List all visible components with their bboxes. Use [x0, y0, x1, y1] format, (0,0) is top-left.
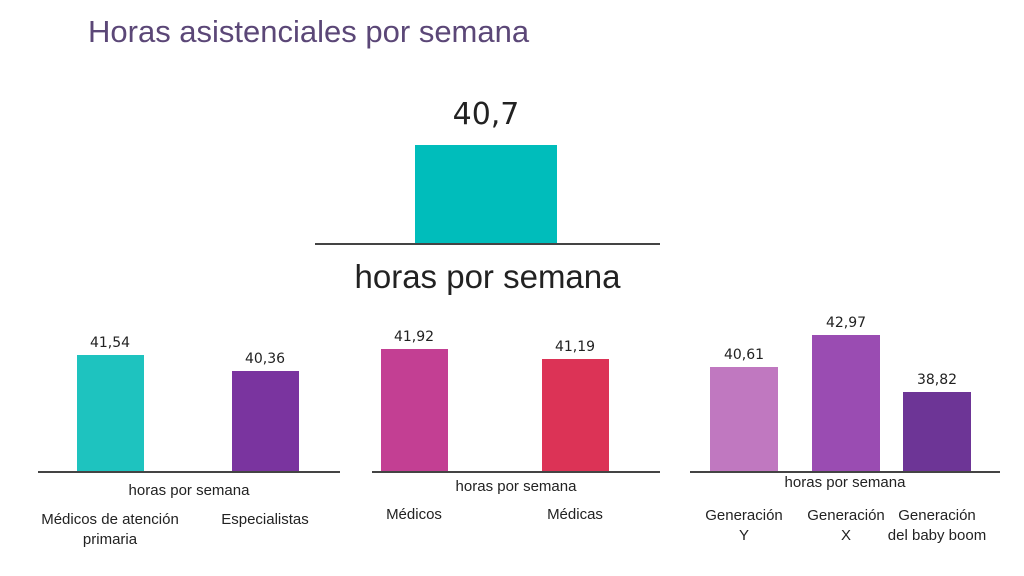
bar [415, 145, 557, 243]
page-title: Horas asistenciales por semana [88, 14, 530, 49]
category-label: Médicas [547, 506, 603, 523]
baseline [38, 471, 340, 473]
category-label: Generación Y [705, 507, 783, 544]
category-label: Especialistas [221, 511, 309, 528]
x-axis-label: horas por semana [784, 474, 906, 491]
category-label: Médicos de atención primaria [41, 511, 179, 548]
bar [541, 359, 609, 471]
value-label: 40,36 [244, 350, 286, 367]
x-axis-label: horas por semana [455, 478, 577, 495]
baseline [690, 471, 1000, 473]
x-axis-label: horas por semana [354, 258, 621, 295]
value-label: 41,54 [89, 334, 131, 351]
baseline [372, 471, 660, 473]
value-label: 38,82 [916, 371, 958, 388]
value-label: 40,7 [452, 97, 520, 132]
category-label: Generación X [807, 507, 885, 544]
bar [380, 349, 448, 471]
value-label: 41,19 [554, 339, 596, 356]
x-axis-label: horas por semana [128, 482, 250, 499]
category-label: Médicos [386, 506, 442, 523]
value-label: 41,92 [393, 329, 435, 346]
value-label: 40,61 [723, 347, 765, 364]
value-label: 42,97 [825, 315, 867, 332]
bar [231, 370, 299, 471]
bar [76, 354, 144, 471]
bar [710, 367, 778, 471]
baseline [315, 243, 660, 245]
category-label: Generación del baby boom [887, 507, 987, 544]
bar [903, 391, 971, 471]
bar [812, 335, 880, 471]
